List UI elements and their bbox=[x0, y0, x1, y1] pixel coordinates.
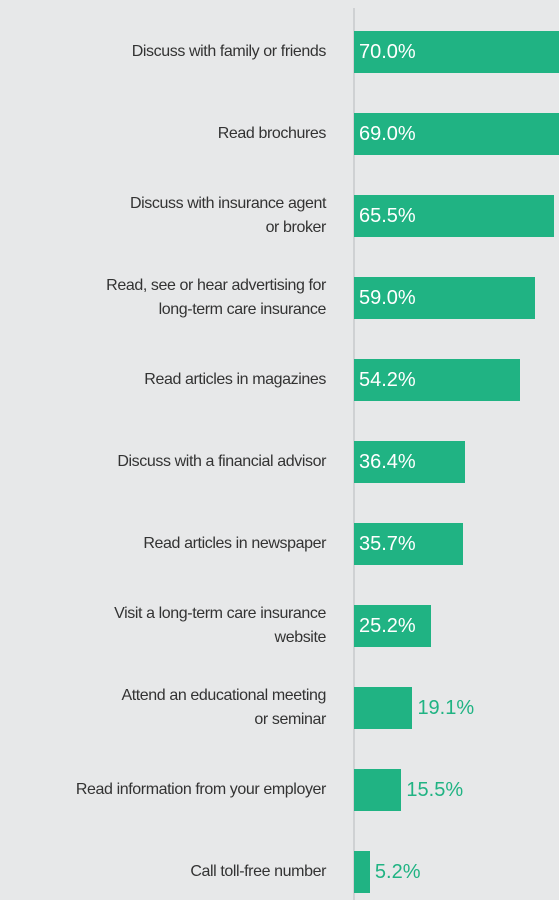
value-label: 54.2% bbox=[359, 369, 416, 391]
bar bbox=[354, 31, 559, 73]
bar bbox=[354, 359, 520, 401]
value-label: 25.2% bbox=[359, 615, 416, 637]
bar bbox=[354, 605, 432, 647]
category-label: Read, see or hear advertising for long-t… bbox=[106, 277, 326, 318]
value-label: 5.2% bbox=[374, 861, 421, 883]
bar bbox=[354, 277, 535, 319]
value-label: 65.5% bbox=[359, 205, 416, 227]
bar bbox=[354, 441, 466, 483]
bar bbox=[354, 195, 555, 237]
category-label: Discuss with family or friends bbox=[131, 43, 327, 60]
bar bbox=[354, 687, 413, 729]
bar bbox=[354, 113, 559, 155]
value-label: 59.0% bbox=[359, 287, 416, 309]
category-label: Read brochures bbox=[217, 125, 327, 142]
bar bbox=[354, 851, 370, 893]
value-label: 19.1% bbox=[417, 697, 475, 719]
category-label: Read information from your employer bbox=[75, 781, 327, 798]
category-label: Read articles in newspaper bbox=[143, 535, 326, 552]
value-label: 35.7% bbox=[359, 533, 416, 555]
bar bbox=[354, 769, 402, 811]
value-label: 15.5% bbox=[406, 779, 464, 801]
category-label: Call toll-free number bbox=[190, 863, 326, 880]
value-label: 69.0% bbox=[359, 123, 416, 145]
bar bbox=[354, 523, 464, 565]
value-label: 36.4% bbox=[359, 451, 416, 473]
category-label: Discuss with a financial advisor bbox=[117, 453, 326, 470]
category-label: Attend an educational meeting or seminar bbox=[121, 687, 326, 728]
category-label: Read articles in magazines bbox=[144, 371, 326, 388]
value-label: 70.0% bbox=[359, 41, 416, 63]
category-label: Discuss with insurance agent or broker bbox=[129, 195, 326, 236]
category-label: Visit a long-term care insurance website bbox=[114, 605, 326, 646]
